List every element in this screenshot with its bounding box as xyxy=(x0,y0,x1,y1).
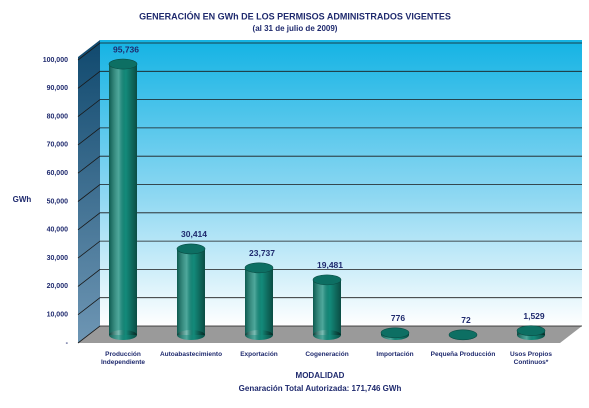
grid-line xyxy=(77,240,582,259)
x-tick-label: Cogeneración xyxy=(305,351,349,358)
grid-line xyxy=(77,325,582,344)
y-tick-label: 60,000 xyxy=(47,170,69,177)
side-wall xyxy=(78,40,100,343)
bar xyxy=(448,329,478,341)
grid-line xyxy=(77,297,582,316)
bar-part xyxy=(380,327,410,339)
value-label: 95,736 xyxy=(113,44,139,54)
bar xyxy=(516,325,546,340)
grid-line xyxy=(77,268,582,287)
y-tick-label: 50,000 xyxy=(47,198,69,205)
x-tick-label: Exportación xyxy=(240,351,278,358)
x-tick-label: Producción Independiente xyxy=(100,351,146,366)
y-tick-label: 20,000 xyxy=(47,283,69,290)
bar xyxy=(176,243,206,340)
y-tick-label: 30,000 xyxy=(47,255,69,262)
y-axis-label: GWh xyxy=(13,195,32,204)
x-tick-label: Autoabastecimiento xyxy=(159,351,223,358)
chart-subtitle: (al 31 de julio de 2009) xyxy=(253,24,338,33)
x-tick-label: Pequeña Producción xyxy=(430,351,496,358)
bar-part xyxy=(312,274,342,286)
bar xyxy=(244,262,274,340)
y-tick-label: 80,000 xyxy=(47,113,69,120)
value-label: 776 xyxy=(391,313,405,323)
y-tick-label: 90,000 xyxy=(47,85,69,92)
y-tick-label: 70,000 xyxy=(47,142,69,149)
bar-part xyxy=(516,325,546,336)
grid-line xyxy=(77,127,582,146)
value-label: 30,414 xyxy=(181,229,207,239)
value-label: 1,529 xyxy=(523,311,545,321)
bar-part xyxy=(176,243,206,255)
value-label: 72 xyxy=(461,315,471,325)
grid-line xyxy=(77,184,582,202)
grid-line xyxy=(77,42,582,61)
value-label: 23,737 xyxy=(249,248,275,258)
bar-part xyxy=(177,248,205,335)
bar xyxy=(108,58,138,340)
y-tick-label: 40,000 xyxy=(47,227,69,234)
grid-line xyxy=(77,70,582,89)
x-tick-label: Usos Propios Continuos* xyxy=(510,351,552,366)
grid-line xyxy=(77,99,582,117)
value-label: 19,481 xyxy=(317,260,343,270)
bar-part xyxy=(108,58,138,70)
bar-part xyxy=(313,279,341,335)
x-tick-label: Importación xyxy=(376,351,414,358)
y-tick-label: 10,000 xyxy=(47,312,69,319)
bar-part xyxy=(245,267,273,335)
grid-line xyxy=(77,155,582,174)
bar-part xyxy=(244,262,274,274)
footnote: Genaración Total Autorizada: 171,746 GWh xyxy=(239,384,402,393)
bar xyxy=(312,274,342,340)
chart-title: GENERACIÓN EN GWh DE LOS PERMISOS ADMINI… xyxy=(139,10,451,21)
grid-line xyxy=(77,212,582,231)
back-wall xyxy=(100,40,582,326)
y-tick-label: - xyxy=(66,340,69,347)
bar-part xyxy=(448,329,478,341)
x-axis-label: MODALIDAD xyxy=(296,371,345,380)
bar-part xyxy=(109,64,137,335)
bar xyxy=(380,327,410,340)
y-tick-label: 100,000 xyxy=(43,57,68,64)
